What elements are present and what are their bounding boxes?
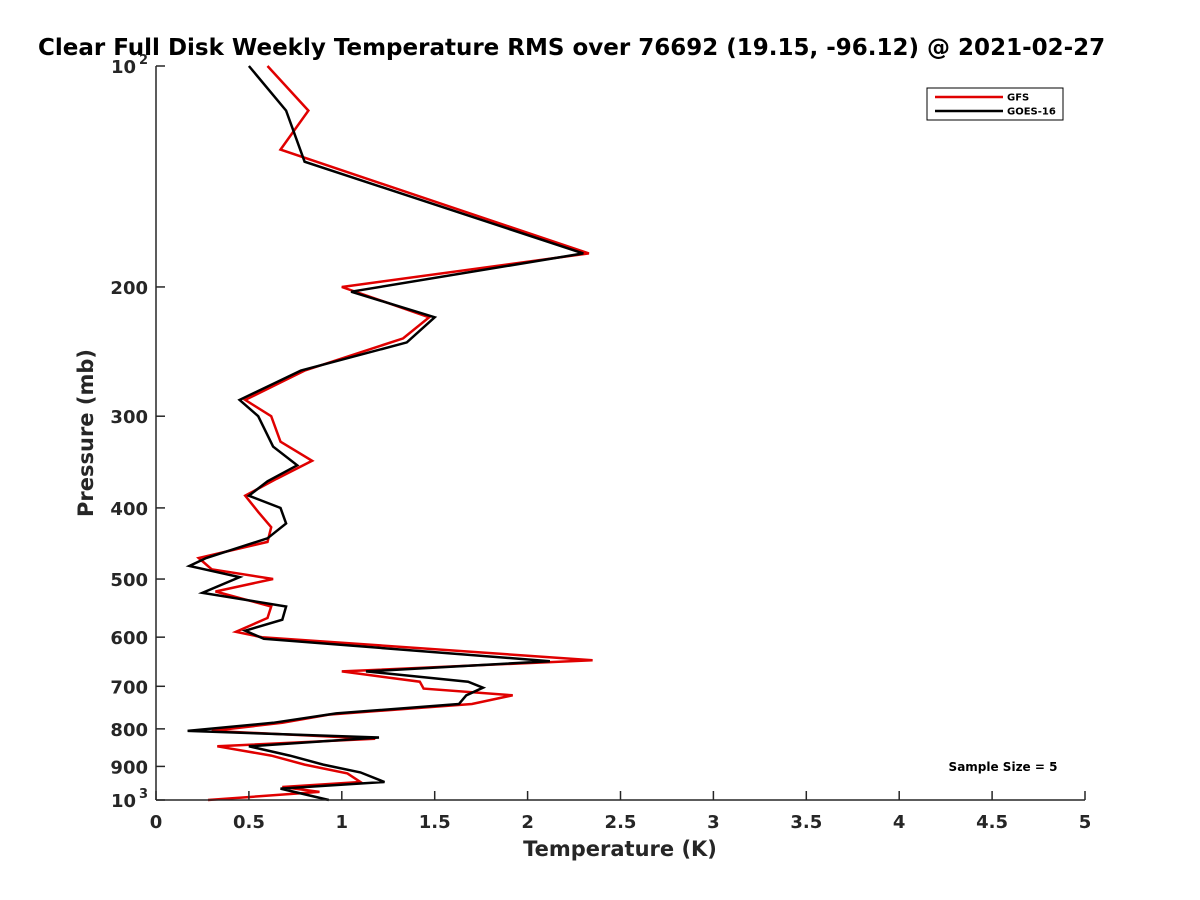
- y-tick-label: 300: [110, 407, 148, 428]
- y-tick-exponent: 3: [139, 787, 148, 802]
- plot-area: 0 0.5 1 1.5 2 2.5 3 3.5 4 4.5 5 10 2200300400500600…: [110, 53, 1091, 833]
- x-ticks: 0 0.5 1 1.5 2 2.5 3 3.5 4 4.5 5: [150, 791, 1092, 833]
- x-tick-label: 1: [336, 812, 349, 833]
- series-line-goes-16: [185, 65, 584, 802]
- y-tick-label: 500: [110, 570, 148, 591]
- legend: GFS GOES-16: [926, 87, 1064, 121]
- plot-frame: [156, 66, 1085, 800]
- y-tick-label: 800: [110, 720, 148, 741]
- y-tick-label: 700: [110, 677, 148, 698]
- y-tick-label: 200: [110, 278, 148, 299]
- x-axis-label: Temperature (K): [523, 837, 717, 861]
- x-tick-label: 1.5: [419, 812, 451, 833]
- y-tick-label: 10: [111, 57, 136, 78]
- x-tick-label: 5: [1079, 812, 1092, 833]
- legend-box: [926, 87, 1064, 121]
- x-tick-label: 4: [893, 812, 906, 833]
- y-tick-label: 900: [110, 757, 148, 778]
- x-tick-label: 4.5: [976, 812, 1008, 833]
- sample-size-annotation: Sample Size = 5: [949, 760, 1058, 774]
- y-tick-label: 600: [110, 628, 148, 649]
- series-layer: [185, 65, 593, 802]
- y-tick-label: 10: [111, 791, 136, 812]
- x-tick-label: 0: [150, 812, 163, 833]
- legend-label: GFS: [1007, 93, 1029, 104]
- chart-title: Clear Full Disk Weekly Temperature RMS o…: [38, 35, 1105, 61]
- legend-entries: GFS GOES-16: [935, 93, 1056, 118]
- y-tick-label: 400: [110, 499, 148, 520]
- x-tick-label: 2.5: [605, 812, 637, 833]
- y-axis-label: Pressure (mb): [74, 349, 98, 517]
- x-tick-label: 2: [521, 812, 534, 833]
- y-tick-exponent: 2: [139, 53, 148, 68]
- legend-label: GOES-16: [1007, 107, 1056, 118]
- x-tick-label: 0.5: [233, 812, 265, 833]
- x-tick-label: 3: [707, 812, 720, 833]
- x-tick-label: 3.5: [790, 812, 822, 833]
